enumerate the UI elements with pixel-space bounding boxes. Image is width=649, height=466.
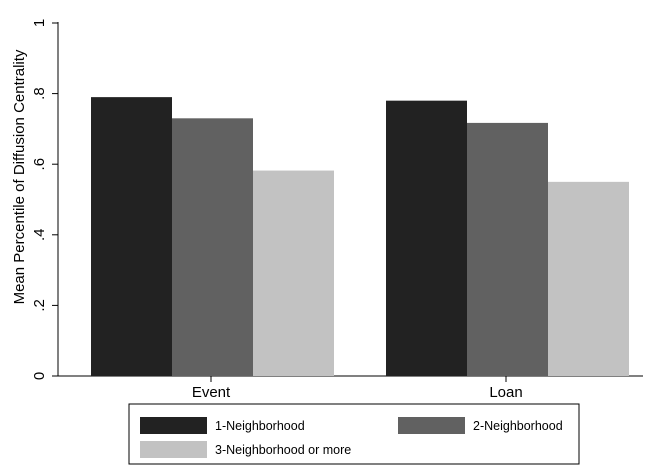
x-tick-label-event: Event xyxy=(192,384,231,401)
y-tick-label: .6 xyxy=(31,158,48,171)
x-tick-label-loan: Loan xyxy=(489,384,522,401)
bars xyxy=(91,97,629,376)
y-axis-ticks: 0 .2 .4 .6 .8 1 xyxy=(31,19,58,380)
y-tick-label: 0 xyxy=(31,372,48,380)
bar-event-1-neighborhood xyxy=(91,97,172,376)
bar-event-3-neighborhood-or-more xyxy=(253,170,334,376)
y-tick-label: .2 xyxy=(31,299,48,312)
y-tick-label: .8 xyxy=(31,87,48,100)
legend-swatch-1-neighborhood xyxy=(140,417,207,434)
legend-label-1-neighborhood: 1-Neighborhood xyxy=(215,419,305,433)
legend-label-3-neighborhood-or-more: 3-Neighborhood or more xyxy=(215,443,351,457)
y-tick-label: 1 xyxy=(31,19,48,27)
y-tick-label: .4 xyxy=(31,229,48,242)
bar-loan-3-neighborhood-or-more xyxy=(548,181,629,376)
y-axis-title: Mean Percentile of Diffusion Centrality xyxy=(11,49,28,304)
legend-label-2-neighborhood: 2-Neighborhood xyxy=(473,419,563,433)
bar-event-2-neighborhood xyxy=(172,118,253,376)
legend-swatch-3-neighborhood-or-more xyxy=(140,441,207,458)
legend-box xyxy=(128,403,580,465)
bar-loan-1-neighborhood xyxy=(386,100,467,376)
bar-loan-2-neighborhood xyxy=(467,122,548,376)
x-axis-ticks: Event Loan xyxy=(192,376,523,401)
legend: 1-Neighborhood 2-Neighborhood 3-Neighbor… xyxy=(128,403,580,465)
legend-swatch-2-neighborhood xyxy=(398,417,465,434)
